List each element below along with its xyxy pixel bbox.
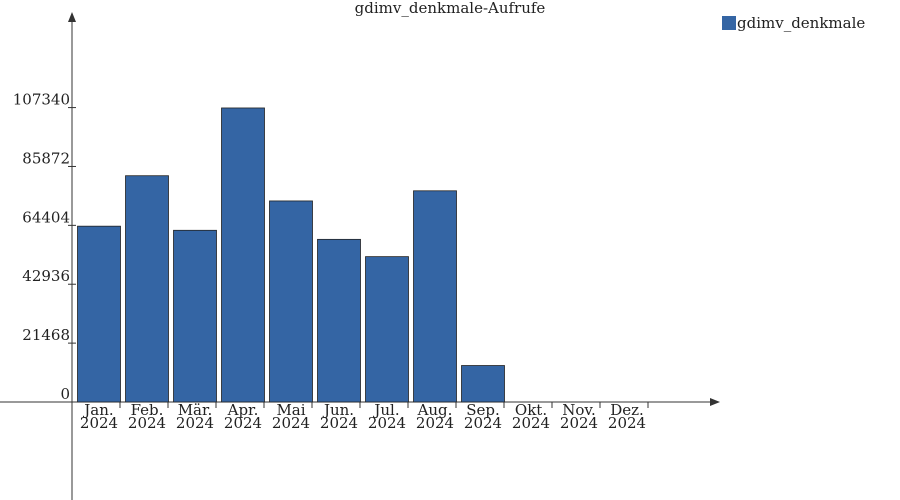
bar bbox=[125, 175, 169, 403]
y-axis-arrow bbox=[68, 12, 76, 22]
x-tick-label: Jul. bbox=[372, 401, 399, 419]
bar bbox=[317, 238, 361, 403]
x-tick-label: 2024 bbox=[320, 414, 358, 432]
x-tick-label: Okt. bbox=[515, 401, 547, 419]
x-tick-label: 2024 bbox=[272, 414, 310, 432]
x-tick-label: Sep. bbox=[466, 401, 500, 419]
x-tick-label: 2024 bbox=[608, 414, 646, 432]
x-tick-label: Mai bbox=[276, 401, 305, 419]
x-tick-label: 2024 bbox=[416, 414, 454, 432]
x-tick-label: 2024 bbox=[464, 414, 502, 432]
x-tick-label: 2024 bbox=[512, 414, 550, 432]
legend-swatch bbox=[722, 16, 736, 30]
x-tick-label: 2024 bbox=[368, 414, 406, 432]
x-tick-label: Mär. bbox=[178, 401, 213, 419]
y-tick-label: 42936 bbox=[22, 267, 70, 285]
bar bbox=[413, 190, 457, 403]
x-tick-label: 2024 bbox=[560, 414, 598, 432]
x-tick-label: Dez. bbox=[610, 401, 644, 419]
x-tick-label: 2024 bbox=[80, 414, 118, 432]
x-tick-label: 2024 bbox=[128, 414, 166, 432]
y-tick-label: 85872 bbox=[22, 149, 70, 167]
bar bbox=[365, 256, 409, 403]
x-tick-label: Feb. bbox=[131, 401, 164, 419]
x-tick-label: Aug. bbox=[417, 401, 453, 419]
bar bbox=[221, 107, 265, 403]
x-tick-label: 2024 bbox=[224, 414, 262, 432]
bar bbox=[461, 365, 505, 403]
y-tick-label: 0 bbox=[60, 385, 70, 403]
bar bbox=[173, 229, 217, 403]
y-tick-label: 64404 bbox=[22, 208, 70, 226]
x-tick-label: Jun. bbox=[322, 401, 354, 419]
legend-label: gdimv_denkmale bbox=[737, 14, 865, 32]
x-tick-label: 2024 bbox=[176, 414, 214, 432]
y-tick-label: 107340 bbox=[13, 91, 70, 109]
y-tick-label: 21468 bbox=[22, 326, 70, 344]
bar bbox=[269, 200, 313, 403]
x-tick-label: Nov. bbox=[562, 401, 596, 419]
x-axis-arrow bbox=[710, 398, 720, 406]
bar bbox=[77, 225, 121, 403]
x-tick-label: Apr. bbox=[227, 401, 259, 419]
x-tick-label: Jan. bbox=[82, 401, 113, 419]
chart-title: gdimv_denkmale-Aufrufe bbox=[355, 0, 546, 17]
